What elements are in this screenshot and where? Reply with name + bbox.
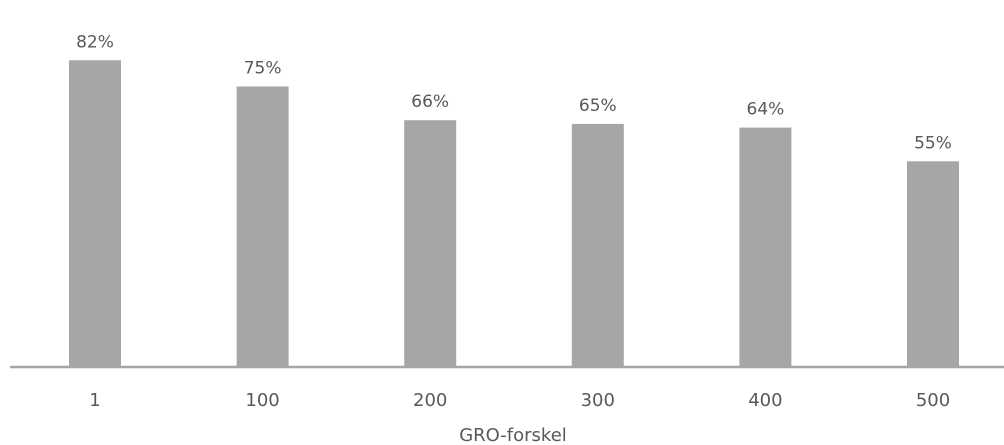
- x-axis-title: GRO-forskel: [459, 425, 567, 445]
- bar-value-label-300: 65%: [579, 96, 617, 116]
- bar-400: [739, 127, 792, 367]
- x-tick-label-300: 300: [581, 390, 615, 411]
- bar-value-labels: 82% 75% 66% 65% 64% 55%: [76, 32, 952, 153]
- bar-200: [404, 120, 457, 367]
- bar-value-label-400: 64%: [747, 100, 785, 120]
- x-tick-labels: 1 100 200 300 400 500: [89, 390, 950, 411]
- bars: [69, 60, 959, 368]
- bar-100: [236, 86, 289, 367]
- x-tick-label-500: 500: [916, 390, 950, 411]
- x-tick-label-1: 1: [89, 390, 100, 411]
- bar-500: [907, 161, 959, 367]
- bar-1: [69, 60, 121, 368]
- bar-300: [571, 123, 624, 368]
- x-tick-label-200: 200: [413, 390, 447, 411]
- bar-value-label-200: 66%: [411, 92, 449, 112]
- bar-value-label-100: 75%: [244, 59, 282, 79]
- bar-value-label-1: 82%: [76, 32, 114, 52]
- x-tick-label-100: 100: [245, 390, 279, 411]
- bar-value-label-500: 55%: [914, 133, 952, 153]
- x-tick-label-400: 400: [748, 390, 782, 411]
